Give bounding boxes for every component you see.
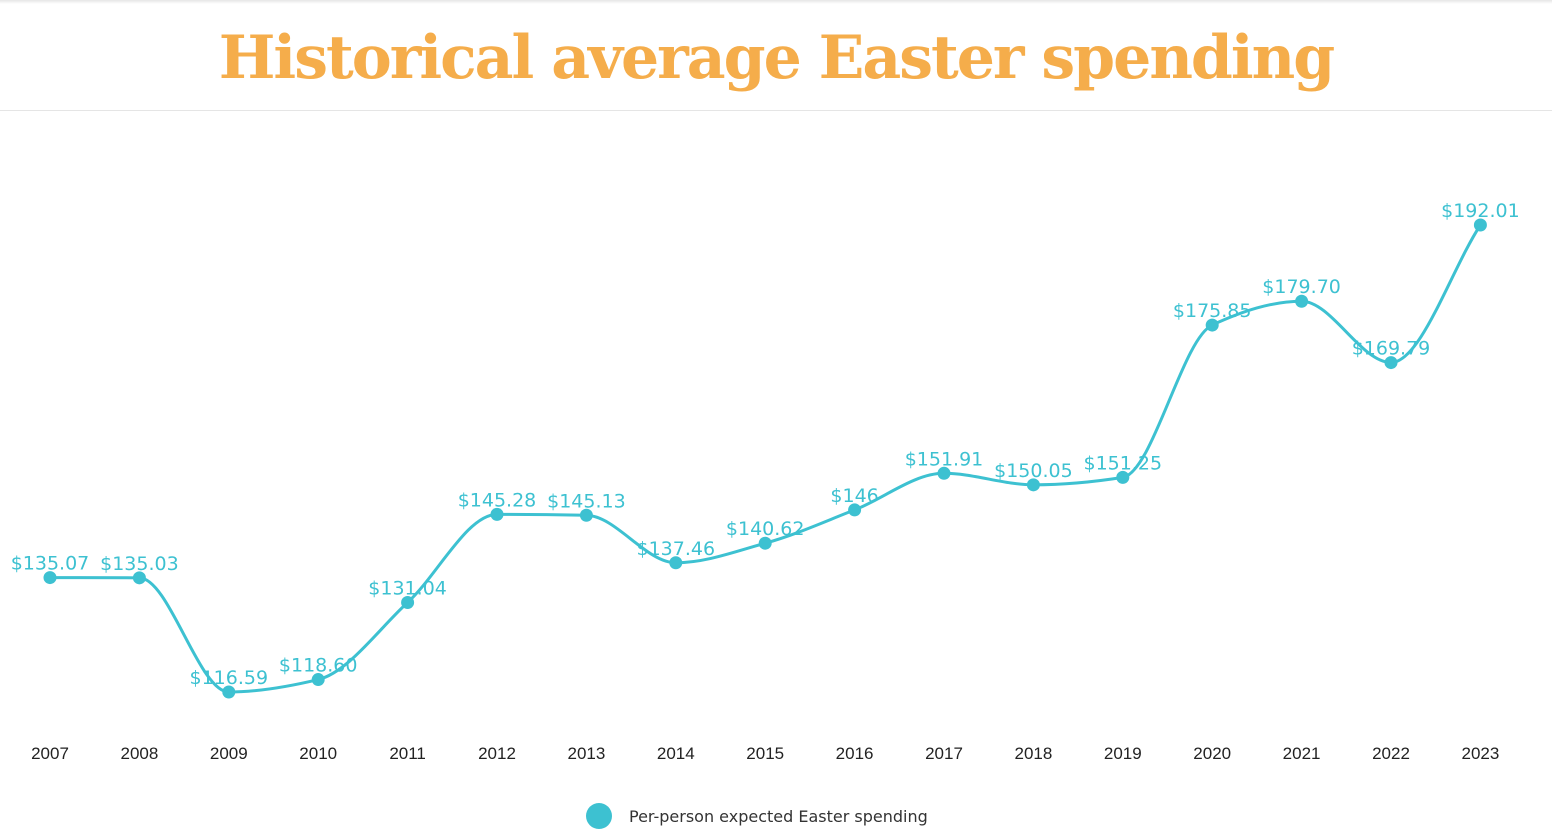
legend-label: Per-person expected Easter spending <box>629 806 928 826</box>
data-label: $140.62 <box>726 518 805 540</box>
x-tick-label: 2011 <box>389 744 426 763</box>
data-label: $118.60 <box>279 655 358 677</box>
data-label: $135.03 <box>100 553 179 575</box>
data-point[interactable] <box>132 571 146 585</box>
data-point[interactable] <box>1116 470 1130 484</box>
x-tick-label: 2010 <box>299 744 337 763</box>
data-label: $145.28 <box>458 489 537 511</box>
chart-title: Historical average Easter spending <box>218 23 1336 93</box>
x-tick-label: 2023 <box>1461 744 1499 763</box>
data-label: $137.46 <box>637 538 716 560</box>
data-point[interactable] <box>937 466 951 480</box>
data-label: $135.07 <box>11 553 90 575</box>
data-label: $151.91 <box>905 448 984 470</box>
x-tick-label: 2007 <box>31 744 69 763</box>
x-tick-label: 2020 <box>1193 744 1231 763</box>
data-point[interactable] <box>1384 356 1398 370</box>
x-tick-label: 2013 <box>567 744 605 763</box>
x-tick-label: 2014 <box>657 744 695 763</box>
data-label: $145.13 <box>547 490 626 512</box>
data-point[interactable] <box>222 685 236 699</box>
data-point[interactable] <box>43 571 57 585</box>
x-tick-label: 2008 <box>120 744 158 763</box>
data-label: $169.79 <box>1352 338 1431 360</box>
x-tick-label: 2021 <box>1283 744 1321 763</box>
data-label: $179.70 <box>1262 276 1341 298</box>
line-chart: $135.07 $135.03 $116.59 $118.60 $131.04 $145.… <box>11 200 1520 763</box>
x-tick-label: 2017 <box>925 744 963 763</box>
data-point[interactable] <box>1473 218 1487 232</box>
title-divider <box>0 110 1552 111</box>
data-point[interactable] <box>1026 478 1040 492</box>
legend: Per-person expected Easter spending <box>586 802 928 830</box>
data-point[interactable] <box>669 556 683 570</box>
data-point[interactable] <box>758 536 772 550</box>
data-point[interactable] <box>1295 294 1309 308</box>
data-label: $150.05 <box>994 460 1073 482</box>
x-tick-label: 2016 <box>836 744 874 763</box>
legend-swatch <box>586 803 612 829</box>
data-label: $116.59 <box>190 667 269 689</box>
data-point[interactable] <box>490 507 504 521</box>
x-tick-label: 2015 <box>746 744 784 763</box>
x-tick-label: 2022 <box>1372 744 1410 763</box>
data-label: $175.85 <box>1173 300 1252 322</box>
x-tick-label: 2012 <box>478 744 516 763</box>
data-point[interactable] <box>848 503 862 517</box>
data-point[interactable] <box>311 673 325 687</box>
data-label: $146 <box>830 485 878 507</box>
x-tick-label: 2009 <box>210 744 248 763</box>
data-label: $192.01 <box>1441 200 1520 222</box>
header-shadow <box>0 0 1552 4</box>
data-point[interactable] <box>579 508 593 522</box>
x-tick-label: 2019 <box>1104 744 1142 763</box>
data-point[interactable] <box>1205 318 1219 332</box>
x-tick-label: 2018 <box>1014 744 1052 763</box>
data-label: $131.04 <box>368 578 447 600</box>
data-point[interactable] <box>401 596 415 610</box>
data-label: $151.25 <box>1084 452 1163 474</box>
